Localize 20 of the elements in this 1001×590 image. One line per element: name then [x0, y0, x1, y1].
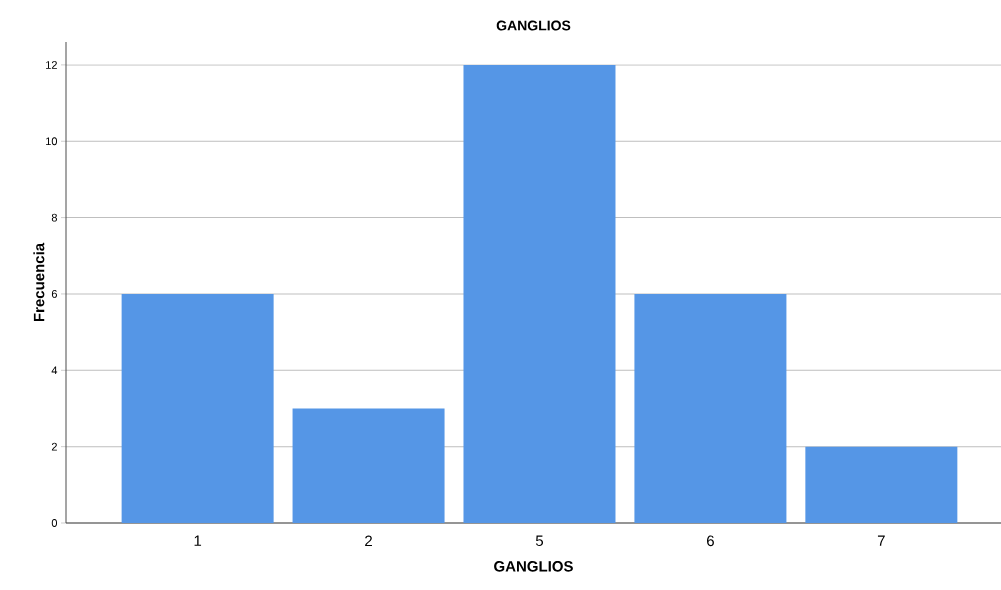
- bar: [121, 293, 274, 523]
- y-tick-label: 2: [51, 442, 57, 451]
- y-axis-title: Frecuencia: [33, 242, 45, 322]
- y-tick-label: 12: [46, 61, 57, 69]
- x-tick-label: 6: [707, 535, 714, 547]
- bar: [292, 408, 445, 523]
- x-tick-label: 1: [194, 535, 202, 546]
- x-tick-label: 7: [877, 535, 885, 546]
- bar: [634, 293, 787, 523]
- bar: [805, 446, 958, 523]
- y-tick-label: 0: [51, 519, 58, 527]
- bar: [463, 64, 616, 523]
- y-tick-label: 6: [51, 290, 57, 298]
- x-axis-title: GANGLIOS: [494, 561, 573, 572]
- chart-title: GANGLIOS: [496, 20, 571, 31]
- y-tick-label: 8: [51, 213, 57, 222]
- y-tick-label: 4: [51, 366, 58, 375]
- y-tick-label: 10: [46, 137, 58, 146]
- x-tick-label: 2: [365, 535, 372, 547]
- x-tick-label: 5: [535, 535, 544, 546]
